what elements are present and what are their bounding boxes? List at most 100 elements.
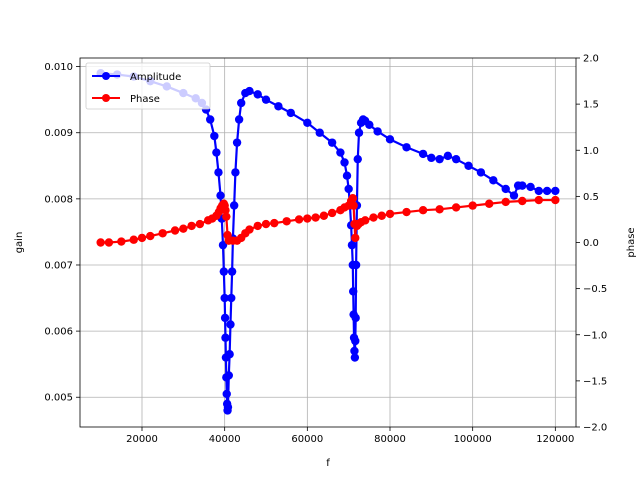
amplitude-point <box>220 293 229 303</box>
amplitude-point <box>351 336 360 346</box>
amplitude-point <box>427 153 436 163</box>
phase-point <box>129 235 138 244</box>
amplitude-point <box>229 201 239 210</box>
amplitude-point <box>223 402 233 412</box>
phase-point <box>221 206 230 215</box>
amplitude-point <box>336 148 345 157</box>
phase-point <box>361 216 370 225</box>
series-layer <box>96 69 560 415</box>
phase-point <box>349 201 358 210</box>
amplitude-point <box>327 138 337 147</box>
phase-point <box>158 229 167 238</box>
y-tick-label: 0.005 <box>44 393 73 404</box>
y2-tick-label: −1.0 <box>583 330 607 341</box>
amplitude-line <box>100 72 556 412</box>
phase-point <box>303 214 312 223</box>
amplitude-point <box>443 151 453 161</box>
amplitude-point <box>226 320 235 329</box>
x-tick-label: 120000 <box>536 434 574 445</box>
phase-point <box>170 226 180 235</box>
y-tick-label: 0.006 <box>44 327 73 338</box>
phase-point <box>282 217 291 226</box>
amplitude-point <box>349 287 358 296</box>
phase-point <box>117 237 126 246</box>
amplitude-point <box>373 127 382 136</box>
phase-point <box>245 225 254 234</box>
amplitude-point <box>489 176 498 185</box>
phase-point <box>311 213 320 222</box>
amplitude-point <box>353 154 362 164</box>
amplitude-point <box>509 191 519 200</box>
phase-point <box>351 233 360 243</box>
amplitude-point <box>551 186 560 196</box>
phase-point <box>179 224 188 233</box>
phase-point <box>319 211 329 220</box>
amplitude-point <box>216 191 225 200</box>
amplitude-point <box>340 158 349 167</box>
phase-point <box>348 194 357 203</box>
phase-point <box>187 221 196 231</box>
y2-axis-title: phase <box>626 227 637 257</box>
amplitude-point <box>351 260 361 270</box>
phase-point <box>222 212 231 221</box>
y2-tick-label: 1.0 <box>583 146 599 157</box>
phase-point <box>104 238 114 247</box>
amplitude-point <box>227 267 237 276</box>
y-tick-label: 0.007 <box>44 260 73 271</box>
amplitude-point <box>315 128 324 137</box>
phase-point <box>451 203 461 212</box>
amplitude-point <box>274 102 283 111</box>
phase-point <box>468 201 477 210</box>
amplitude-point <box>344 184 353 194</box>
amplitude-point <box>476 168 486 177</box>
phase-point <box>96 238 105 247</box>
amplitude-point <box>351 313 360 323</box>
amplitude-point <box>253 90 262 99</box>
amplitude-point <box>261 95 271 104</box>
amplitude-point <box>219 267 229 276</box>
phase-point <box>146 231 155 241</box>
amplitude-point <box>350 353 360 362</box>
phase-point <box>418 206 428 215</box>
amplitude-point <box>542 186 552 196</box>
amplitude-point <box>245 86 254 96</box>
amplitude-point <box>350 346 359 356</box>
legend-phase-label: Phase <box>130 94 160 105</box>
x-axis-title: f <box>326 458 330 469</box>
y2-tick-label: 1.5 <box>583 100 599 111</box>
grid <box>80 58 576 427</box>
phase-point <box>369 213 378 222</box>
legend-phase-marker <box>102 94 110 102</box>
amplitude-point <box>402 143 411 152</box>
y-tick-label: 0.008 <box>44 194 73 205</box>
amplitude-point <box>220 313 230 323</box>
legend: Amplitude Phase <box>85 62 211 110</box>
amplitude-point <box>224 371 233 380</box>
phase-point <box>435 205 444 214</box>
amplitude-point <box>222 389 231 399</box>
amplitude-point <box>464 161 473 170</box>
x-tick-label: 40000 <box>209 434 241 445</box>
amplitude-point <box>354 128 364 137</box>
y2-tick-label: −0.5 <box>583 284 607 295</box>
x-tick-label: 20000 <box>126 434 158 445</box>
amplitude-point <box>218 240 228 250</box>
amplitude-point <box>212 148 221 157</box>
phase-point <box>261 219 271 229</box>
amplitude-point <box>303 118 312 128</box>
phase-point <box>377 211 386 220</box>
amplitude-point <box>210 131 219 141</box>
amplitude-point <box>534 186 543 196</box>
y-axis-title: gain <box>14 232 25 254</box>
amplitude-point <box>418 149 428 159</box>
phase-point <box>501 197 510 207</box>
phase-point <box>195 219 205 229</box>
phase-point <box>294 215 304 224</box>
amplitude-point <box>206 115 215 124</box>
amplitude-point <box>232 138 242 147</box>
amplitude-point <box>225 350 234 359</box>
series-amplitude <box>96 69 560 415</box>
y-tick-label: 0.009 <box>44 128 73 139</box>
series-phase <box>96 194 560 247</box>
